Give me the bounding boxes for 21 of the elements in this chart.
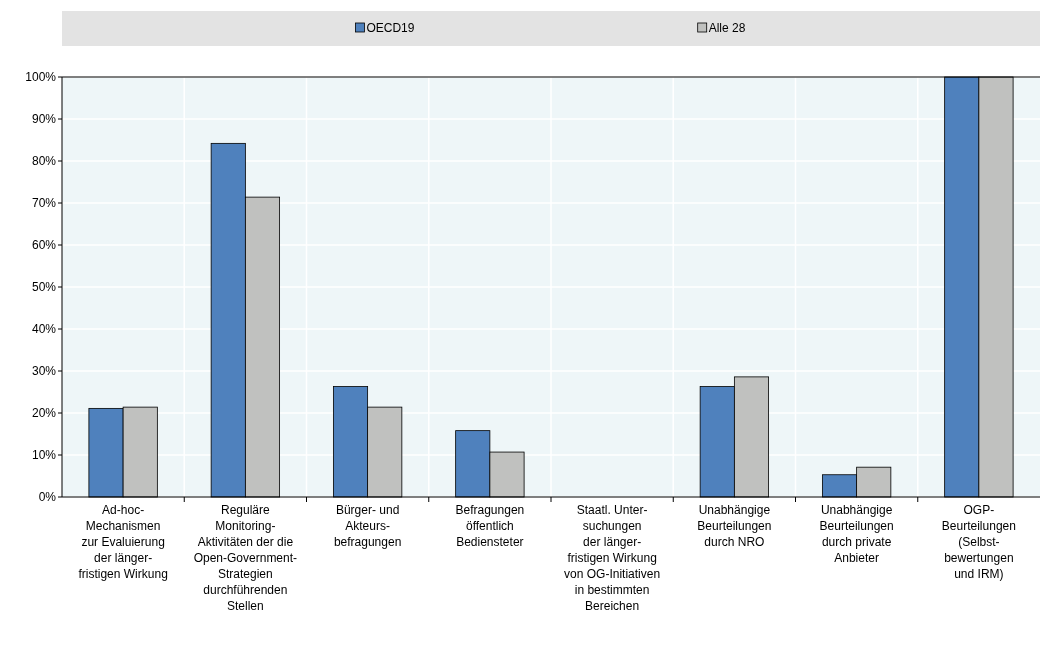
x-tick-label: Unabhängige Beurteilungen durch private Anbieter: [819, 503, 894, 565]
y-tick-label: 30%: [31, 364, 57, 379]
legend-label: Alle 28: [708, 21, 746, 36]
x-tick-label: Unabhängige Beurteilungen durch NRO: [697, 503, 772, 549]
y-tick-label: 70%: [31, 196, 57, 211]
y-tick-label: 0%: [38, 490, 57, 505]
y-tick-label: 20%: [31, 406, 57, 421]
y-tick-label: 60%: [31, 238, 57, 253]
y-tick-label: 50%: [31, 280, 57, 295]
x-tick-label: OGP- Beurteilungen (Selbst- bewertungen und IRM): [941, 503, 1016, 581]
x-tick-label: Staatl. Unter- suchungen der länger- fristigen Wirkung von OG-Initiativen in bestimmten Bereichen: [564, 503, 661, 613]
x-tick-label: Befragungen öffentlich Bediensteter: [455, 503, 525, 549]
y-tick-label: 80%: [31, 154, 57, 169]
legend-label: OECD19: [366, 21, 415, 36]
y-tick-label: 10%: [31, 448, 57, 463]
y-tick-label: 40%: [31, 322, 57, 337]
y-tick-label: 90%: [31, 112, 57, 127]
x-tick-label: Reguläre Monitoring- Aktivitäten der die Open-Government- Strategien durchführenden Stellen: [193, 503, 298, 613]
y-tick-label: 100%: [25, 70, 57, 85]
x-tick-label: Bürger- und Akteurs- befragungen: [333, 503, 402, 549]
x-tick-label: Ad-hoc- Mechanismen zur Evaluierung der länger- fristigen Wirkung: [78, 503, 168, 581]
